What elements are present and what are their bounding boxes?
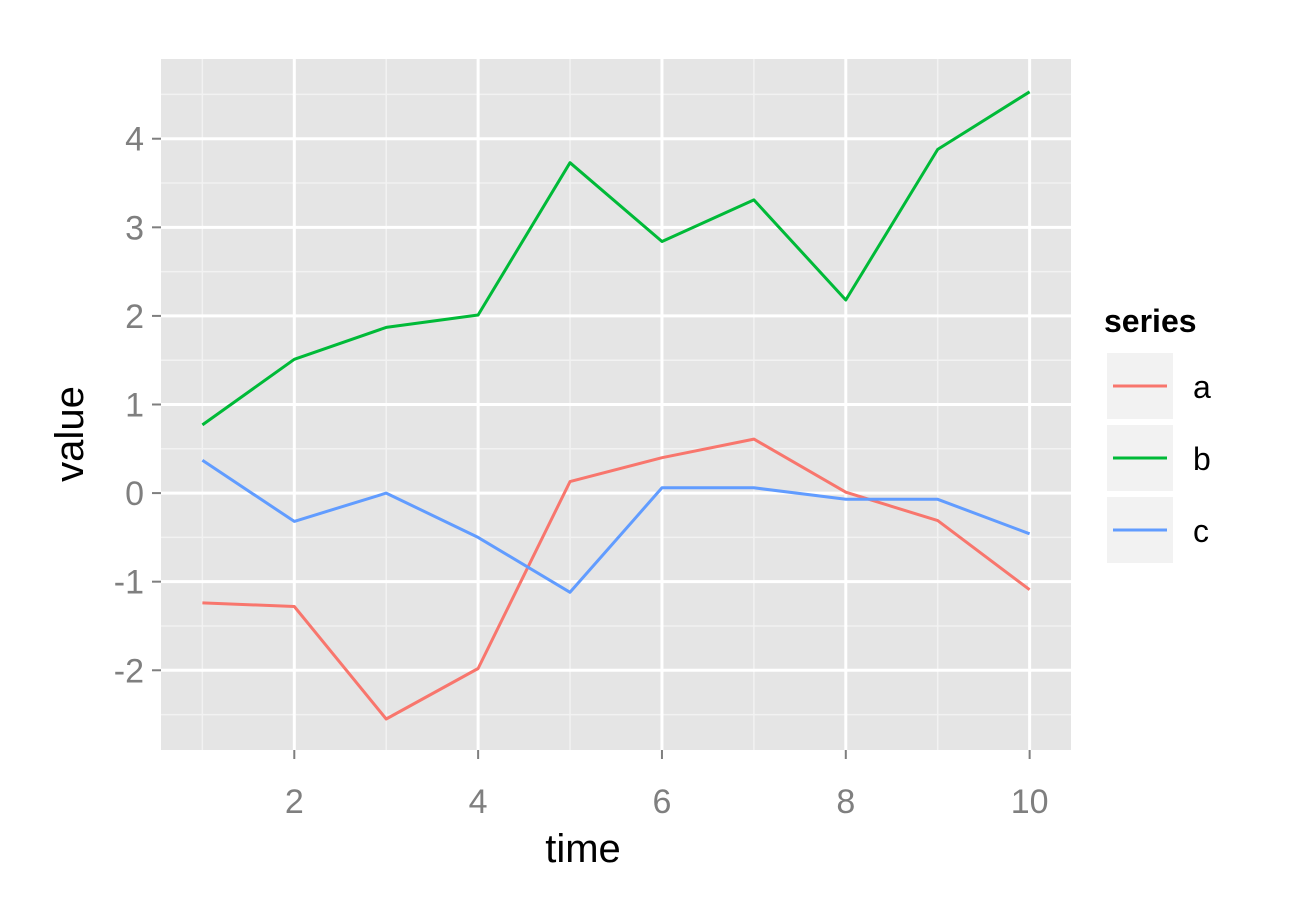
legend-label: a: [1193, 369, 1211, 405]
y-tick-label: 4: [125, 121, 144, 159]
minor-gridlines-y: [161, 93, 1071, 716]
major-gridlines-y: [161, 137, 1071, 672]
legend-item-c: c: [1105, 495, 1209, 565]
legend-item-b: b: [1105, 423, 1211, 493]
legend-label: c: [1193, 513, 1209, 549]
legend-items: abc: [1105, 351, 1211, 565]
y-axis-title: value: [48, 386, 92, 482]
legend: series abc: [1104, 303, 1211, 565]
x-tick-label: 8: [836, 783, 855, 821]
y-tick-label: 3: [125, 209, 144, 247]
legend-item-a: a: [1105, 351, 1211, 421]
y-axis-ticks: -2 -1 0 1 2 3 4: [114, 121, 161, 690]
y-tick-label: -2: [114, 652, 144, 690]
x-tick-label: 2: [285, 783, 304, 821]
x-tick-label: 4: [469, 783, 488, 821]
series-line-c: [201, 459, 1031, 594]
x-axis-title: time: [545, 827, 621, 871]
y-tick-label: -1: [114, 564, 144, 602]
x-tick-label: 10: [1011, 783, 1049, 821]
y-tick-label: 2: [125, 298, 144, 336]
legend-title: series: [1104, 303, 1197, 339]
x-axis-ticks: 2 4 6 8 10: [285, 750, 1049, 821]
series-line-b: [201, 90, 1031, 427]
y-tick-label: 1: [125, 387, 144, 425]
legend-label: b: [1193, 441, 1211, 477]
y-tick-label: 0: [125, 475, 144, 513]
series-lines: [201, 90, 1031, 721]
series-line-a: [202, 437, 1031, 721]
x-tick-label: 6: [652, 783, 671, 821]
